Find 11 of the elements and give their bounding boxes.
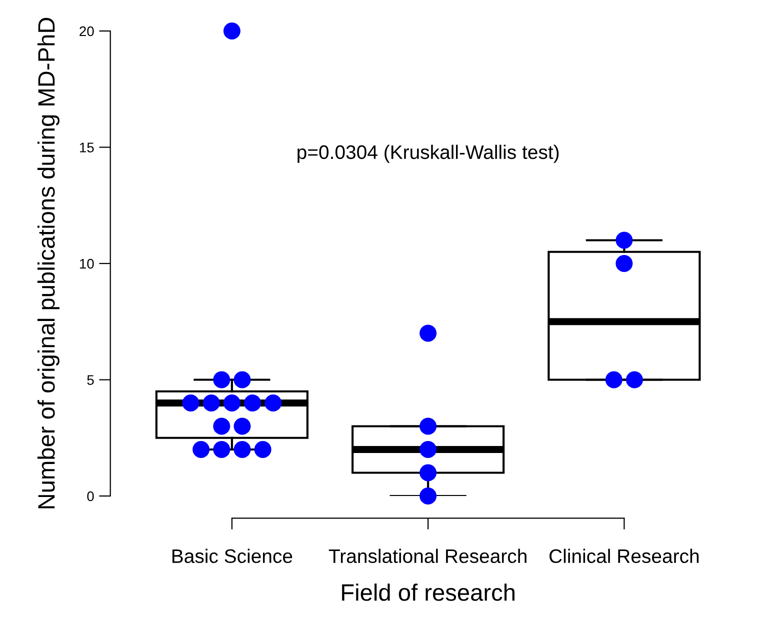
y-tick-label: 5 (87, 375, 94, 385)
y-tick-label: 10 (80, 258, 94, 269)
x-tick-label: Translational Research (328, 548, 526, 564)
x-tick-label: Clinical Research (550, 548, 699, 564)
x-axis-title: Field of research (342, 584, 514, 601)
y-tick-label: 15 (80, 142, 94, 152)
y-tick-label: 0 (87, 491, 94, 502)
annotation: p=0.0304 (Kruskall-Wallis test) (298, 144, 559, 163)
y-axis-title: Number of original publications during MD-PhD (37, 18, 60, 508)
y-tick-label: 20 (80, 26, 94, 36)
x-tick-label: Basic Science (172, 548, 292, 564)
